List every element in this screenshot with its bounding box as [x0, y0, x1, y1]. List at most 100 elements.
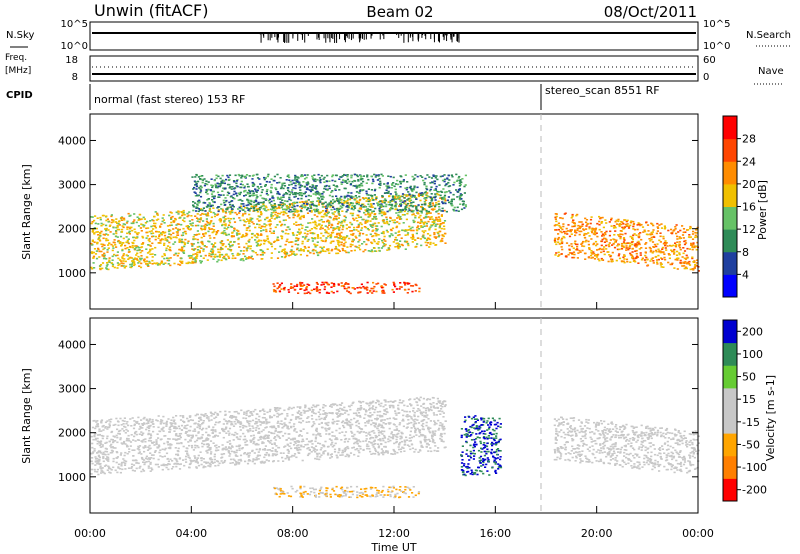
data-cell: [135, 221, 138, 224]
data-cell: [372, 199, 375, 201]
data-cell: [381, 292, 384, 294]
data-cell: [407, 419, 410, 421]
data-cell: [685, 254, 688, 257]
data-cell: [280, 224, 283, 227]
data-cell: [604, 237, 607, 240]
data-cell: [427, 220, 430, 223]
data-cell: [289, 241, 292, 243]
data-cell: [387, 201, 390, 203]
data-cell: [226, 194, 229, 196]
data-cell: [600, 221, 604, 223]
data-cell: [377, 204, 380, 207]
data-cell: [127, 258, 130, 260]
data-cell: [400, 237, 403, 239]
data-cell: [221, 253, 224, 256]
data-cell: [238, 232, 241, 235]
data-cell: [334, 174, 337, 177]
data-cell: [217, 248, 220, 251]
data-cell: [441, 175, 444, 177]
data-cell: [640, 258, 644, 261]
data-cell: [211, 251, 214, 254]
data-cell: [414, 216, 417, 219]
data-cell: [338, 244, 341, 247]
data-cell: [211, 231, 214, 234]
data-cell: [342, 245, 345, 247]
data-cell: [332, 213, 335, 215]
data-cell: [91, 230, 94, 233]
data-cell: [232, 235, 235, 237]
data-cell: [195, 173, 198, 176]
data-cell: [313, 180, 316, 182]
data-cell: [679, 259, 682, 262]
data-cell: [681, 225, 684, 227]
data-cell: [107, 268, 110, 271]
data-cell: [114, 254, 117, 257]
data-cell: [593, 252, 596, 255]
data-cell: [687, 261, 690, 264]
data-cell: [255, 190, 258, 192]
data-cell: [245, 204, 248, 207]
data-cell: [170, 218, 173, 220]
data-cell: [432, 433, 435, 436]
data-cell: [204, 225, 207, 228]
data-cell: [243, 185, 246, 188]
data-cell: [173, 254, 176, 256]
data-cell: [132, 221, 135, 223]
data-cell: [422, 217, 426, 219]
data-cell: [584, 258, 587, 260]
data-cell: [580, 221, 583, 223]
data-cell: [346, 199, 349, 202]
data-cell: [357, 179, 360, 181]
data-cell: [283, 248, 286, 250]
data-cell: [111, 219, 114, 221]
data-cell: [382, 289, 385, 292]
data-cell: [383, 434, 386, 437]
data-cell: [122, 254, 125, 257]
data-cell: [196, 246, 199, 248]
data-cell: [126, 437, 129, 440]
data-cell: [158, 233, 161, 236]
data-cell: [327, 211, 330, 214]
data-cell: [324, 229, 327, 231]
data-cell: [276, 287, 279, 290]
data-cell: [348, 204, 351, 206]
data-cell: [276, 239, 279, 242]
data-cell: [257, 207, 260, 210]
data-cell: [417, 398, 420, 400]
data-cell: [381, 241, 384, 244]
data-cell: [366, 238, 369, 241]
data-cell: [140, 223, 143, 225]
data-cell: [353, 226, 356, 229]
data-cell: [426, 192, 429, 194]
data-cell: [195, 188, 198, 190]
data-cell: [204, 413, 207, 415]
cpid-panel: CPID normal (fast stereo) 153 RF stereo_…: [6, 84, 660, 110]
data-cell: [145, 248, 148, 250]
data-cell: [243, 190, 246, 192]
data-cell: [340, 243, 343, 246]
data-cell: [398, 205, 401, 207]
data-cell: [207, 188, 210, 191]
data-cell: [565, 227, 568, 230]
data-cell: [193, 234, 196, 236]
data-cell: [355, 185, 359, 188]
data-cell: [425, 187, 428, 190]
data-cell: [238, 212, 241, 214]
data-cell: [280, 223, 283, 226]
data-cell: [562, 235, 565, 238]
data-cell: [644, 254, 647, 257]
data-cell: [394, 221, 397, 224]
data-cell: [336, 197, 339, 200]
data-cell: [183, 220, 186, 223]
data-cell: [280, 211, 283, 214]
data-cell: [431, 181, 434, 183]
data-cell: [302, 192, 305, 195]
data-cell: [292, 250, 295, 253]
data-cell: [314, 244, 317, 247]
data-cell: [279, 187, 283, 190]
data-cell: [565, 242, 569, 244]
data-cell: [629, 242, 632, 245]
data-cell: [559, 226, 562, 228]
data-cell: [420, 218, 423, 221]
